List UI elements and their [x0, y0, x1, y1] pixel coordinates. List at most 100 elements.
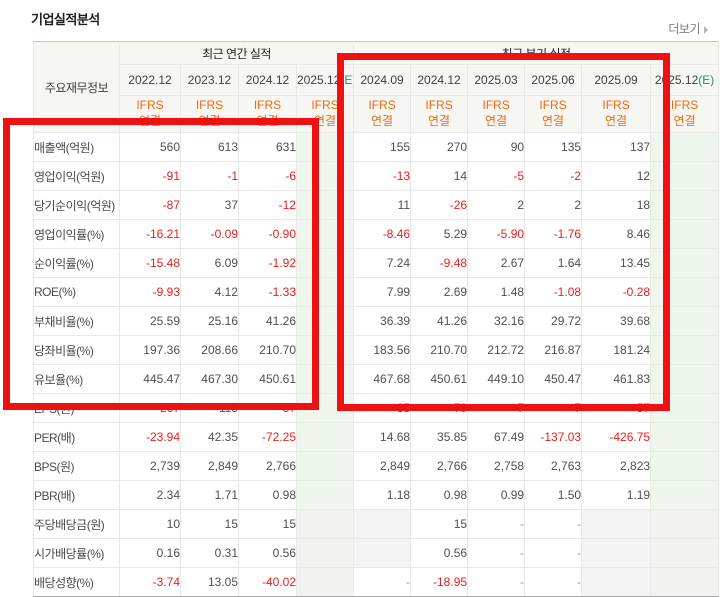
table-cell: 135	[524, 132, 583, 162]
table-cell: 42.35	[180, 422, 239, 452]
table-cell: 29.72	[524, 306, 583, 336]
table-cell: 15	[180, 509, 239, 539]
period-text: 2024.09	[360, 73, 404, 87]
period-text: 2025.09	[594, 73, 638, 87]
table-cell	[650, 335, 720, 365]
scope-text: 연결	[371, 114, 394, 128]
row-label: 순이익률(%)	[33, 248, 120, 278]
table-head: 주요재무정보 최근 연간 실적 최근 분기 실적 2022.12 2023.12 2024…	[33, 41, 720, 133]
table-cell: 0.98	[410, 480, 469, 510]
table-cell: 25.16	[180, 306, 239, 336]
column-standard-header: IFRS 연결	[119, 95, 181, 133]
table-cell: 467.30	[180, 364, 239, 394]
table-cell	[295, 509, 355, 539]
column-period-header: 2022.12	[119, 64, 181, 96]
row-label: 영업이익(억원)	[33, 161, 120, 191]
table-cell: 216.87	[524, 335, 583, 365]
table-cell	[295, 132, 355, 162]
table-cell: 7.99	[353, 277, 412, 307]
table-cell	[650, 364, 720, 394]
table-cell: 270	[410, 132, 469, 162]
table-row: BPS(원) 2,739 2,849 2,766 2,849 2,766 2,758 2,76…	[33, 451, 720, 481]
table-cell: 115	[180, 393, 239, 423]
table-cell	[295, 335, 355, 365]
table-row: EPS(원) -267 115 -37 35 -79 7 7 57	[33, 393, 720, 423]
table-cell: -0.09	[180, 219, 239, 249]
row-label: 매출액(억원)	[33, 132, 120, 162]
table-cell: 2,849	[353, 451, 412, 481]
table-cell: -	[467, 538, 526, 568]
table-row: 주당배당금(원) 10 15 15 15- -	[33, 509, 720, 539]
table-cell	[650, 538, 720, 568]
table-cell: 1.64	[524, 248, 583, 278]
table-cell: 467.68	[353, 364, 412, 394]
table-cell: -1.76	[524, 219, 583, 249]
row-label: 부채비율(%)	[33, 306, 120, 336]
table-cell	[650, 422, 720, 452]
column-standard-header: IFRS 연결	[581, 95, 652, 133]
table-cell: 212.72	[467, 335, 526, 365]
table-cell: -	[353, 567, 412, 597]
column-period-header: 2025.12(E)	[650, 64, 720, 96]
row-label: 당기순이익(억원)	[33, 190, 120, 220]
table-cell: -9.48	[410, 248, 469, 278]
table-cell	[295, 567, 355, 597]
ifrs-text: IFRS	[368, 98, 396, 113]
period-text: 2025.03	[474, 73, 518, 87]
table-cell: 10	[119, 509, 181, 539]
table-row: 당좌비율(%) 197.36 208.66 210.70 183.56 210.70 212…	[33, 335, 720, 365]
column-period-header: 2025.06	[524, 64, 583, 96]
table-cell	[650, 219, 720, 249]
table-cell: 12	[581, 161, 652, 191]
ifrs-text: IFRS	[670, 98, 699, 113]
table-cell: 15	[238, 509, 297, 539]
table-cell: 57	[581, 393, 652, 423]
row-label: ROE(%)	[33, 277, 120, 307]
corner-label: 주요재무정보	[33, 41, 120, 133]
table-cell: 7	[524, 393, 583, 423]
table-cell: 37	[180, 190, 239, 220]
table-cell: -6	[238, 161, 297, 191]
table-cell	[295, 451, 355, 481]
table-cell: 39.68	[581, 306, 652, 336]
table-cell: 2.67	[467, 248, 526, 278]
more-link[interactable]: 더보기	[668, 20, 708, 37]
table-cell: 560	[119, 132, 181, 162]
table-cell: 0.98	[238, 480, 297, 510]
table-cell: 2.69	[410, 277, 469, 307]
table-cell: -9.93	[119, 277, 181, 307]
column-standard-header: IFRS 연결	[295, 95, 355, 133]
table-cell: 450.61	[238, 364, 297, 394]
group-header: 최근 분기 실적	[353, 41, 720, 65]
column-standard-header: IFRS 연결	[180, 95, 239, 133]
table-cell: -1.33	[238, 277, 297, 307]
table-cell: 2.34	[119, 480, 181, 510]
table-cell: 1.48	[467, 277, 526, 307]
column-period-header: 2025.12(E)	[295, 64, 355, 96]
table-cell	[295, 219, 355, 249]
ifrs-text: IFRS	[539, 98, 567, 113]
row-label: BPS(원)	[33, 451, 120, 481]
table-cell: 4.12	[180, 277, 239, 307]
table-cell: -137.03	[524, 422, 583, 452]
page-title: 기업실적분석	[31, 12, 100, 27]
scope-text: 연결	[605, 114, 628, 128]
table-cell	[295, 480, 355, 510]
period-text: 2025.12	[297, 73, 341, 87]
table-cell	[295, 306, 355, 336]
column-standard-header: IFRS 연결	[238, 95, 297, 133]
table-cell: 5.29	[410, 219, 469, 249]
table-cell	[650, 161, 720, 191]
scope-text: 연결	[673, 114, 696, 128]
row-label: 영업이익률(%)	[33, 219, 120, 249]
table-cell: 18	[581, 190, 652, 220]
column-period-header: 2024.12	[238, 64, 297, 96]
ifrs-text: IFRS	[253, 98, 282, 113]
table-cell	[650, 480, 720, 510]
ifrs-text: IFRS	[602, 98, 630, 113]
table-cell: -15.48	[119, 248, 181, 278]
column-standard-header: IFRS 연결	[353, 95, 412, 133]
column-standard-header: IFRS 연결	[650, 95, 720, 133]
table-cell: -2	[524, 161, 583, 191]
table-cell: 631	[238, 132, 297, 162]
